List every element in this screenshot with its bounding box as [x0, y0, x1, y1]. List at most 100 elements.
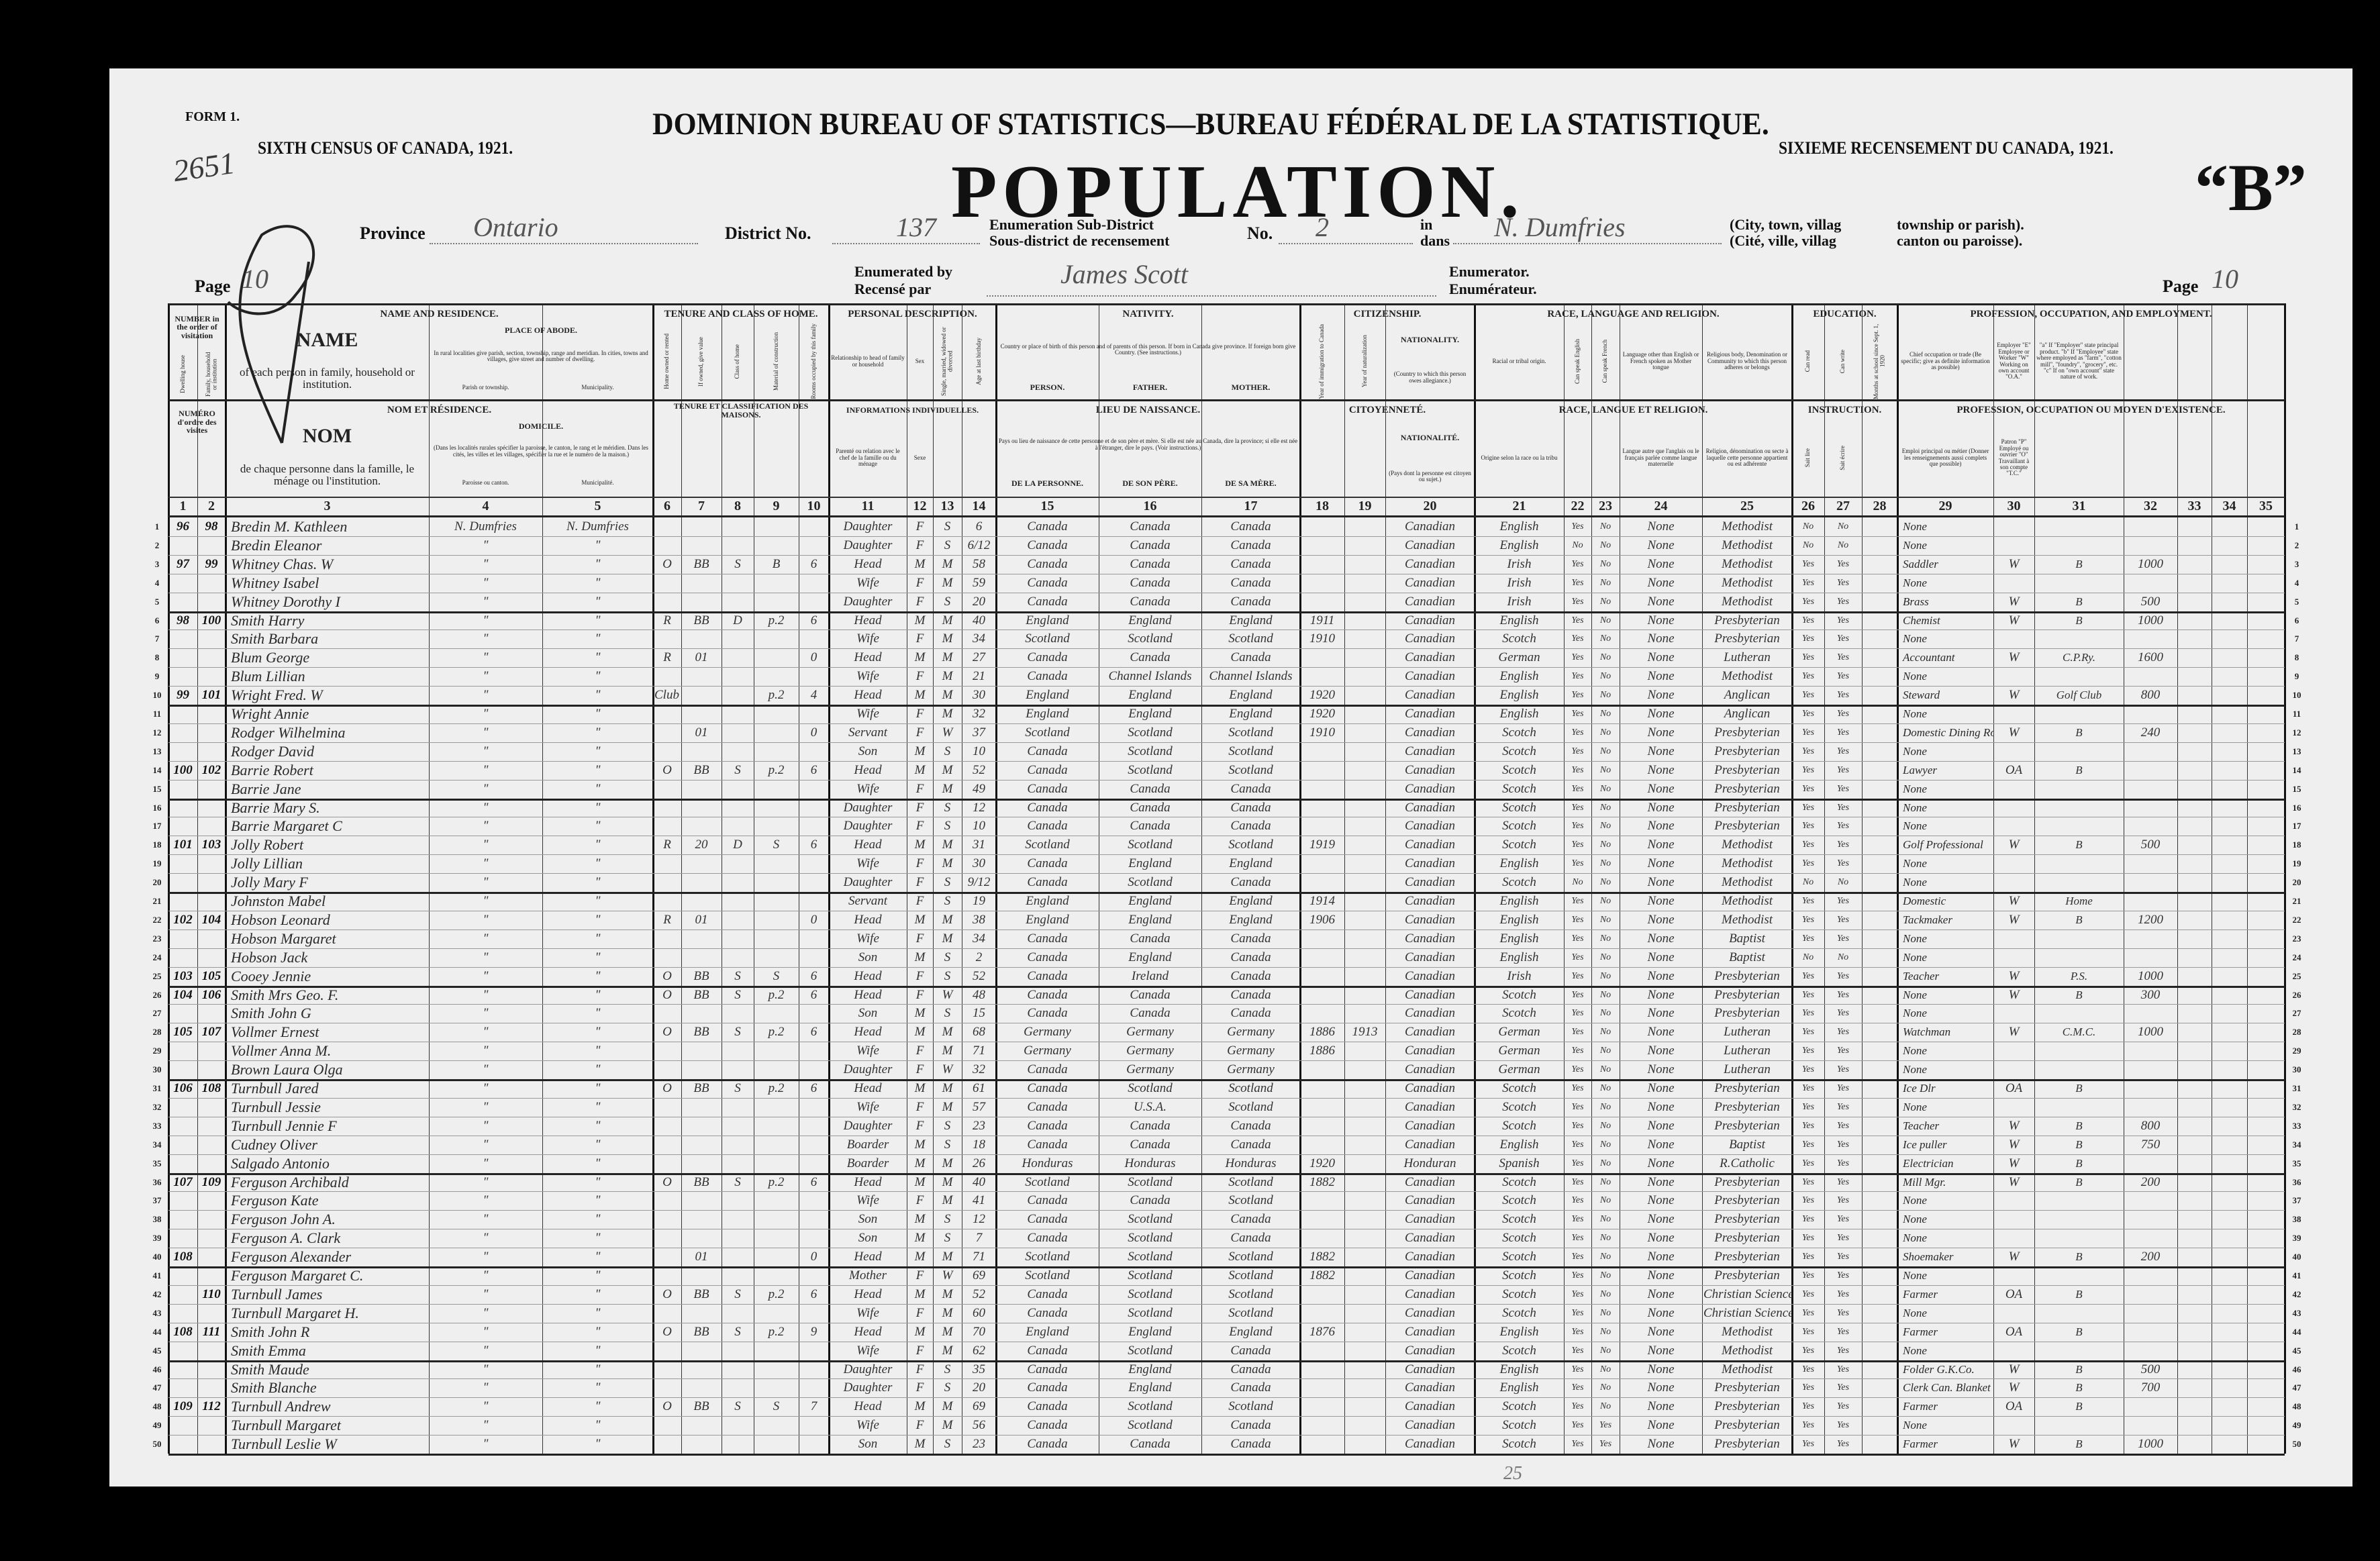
birthplace-mother[interactable]: Canada: [1230, 1362, 1271, 1376]
birthplace-person[interactable]: Canada: [1027, 1362, 1068, 1376]
parish[interactable]: ": [483, 987, 489, 1002]
racial-origin[interactable]: Scotch: [1502, 1268, 1536, 1282]
municipality[interactable]: ": [595, 538, 601, 552]
earnings[interactable]: [2124, 1285, 2177, 1304]
rooms[interactable]: 6: [810, 1174, 817, 1189]
family-number[interactable]: [197, 1154, 226, 1173]
nationality[interactable]: Canadian: [1405, 707, 1455, 721]
family-number[interactable]: [197, 536, 226, 555]
speaks-english[interactable]: Yes: [1571, 989, 1584, 1000]
municipality[interactable]: ": [595, 1231, 601, 1246]
racial-origin[interactable]: English: [1499, 707, 1539, 721]
age[interactable]: 41: [973, 1193, 985, 1208]
immigration-year[interactable]: [1300, 1304, 1344, 1323]
speaks-english[interactable]: Yes: [1571, 840, 1584, 850]
home-material[interactable]: [754, 1416, 799, 1435]
home-material[interactable]: p.2: [768, 1287, 785, 1301]
marital-status[interactable]: M: [942, 1287, 953, 1301]
can-write[interactable]: Yes: [1836, 615, 1850, 625]
employment-status[interactable]: W: [2008, 1156, 2020, 1170]
occupation[interactable]: None: [1903, 1306, 1927, 1319]
can-read[interactable]: Yes: [1801, 1101, 1815, 1112]
occupation[interactable]: Teacher: [1903, 969, 1940, 983]
home-class[interactable]: S: [734, 1287, 741, 1301]
age[interactable]: 52: [973, 968, 985, 983]
family-number[interactable]: 105: [201, 968, 221, 983]
relationship[interactable]: Head: [854, 613, 882, 627]
home-tenure[interactable]: R: [663, 912, 671, 927]
naturalization-year[interactable]: [1344, 1136, 1385, 1154]
can-read[interactable]: Yes: [1801, 1027, 1815, 1038]
sex[interactable]: F: [915, 1380, 924, 1395]
birthplace-father[interactable]: Canada: [1130, 1118, 1171, 1133]
school-months[interactable]: [1862, 1154, 1897, 1173]
birthplace-person[interactable]: Canada: [1027, 1137, 1068, 1152]
can-write[interactable]: Yes: [1836, 989, 1850, 1000]
mother-tongue[interactable]: None: [1647, 707, 1675, 721]
municipality[interactable]: ": [595, 894, 601, 908]
nationality[interactable]: Canadian: [1405, 1025, 1455, 1040]
occupation[interactable]: None: [1903, 950, 1927, 964]
family-number[interactable]: [197, 929, 226, 948]
age[interactable]: 70: [973, 1324, 985, 1339]
birthplace-mother[interactable]: Scotland: [1228, 632, 1273, 646]
naturalization-year[interactable]: [1344, 817, 1385, 836]
person-name[interactable]: Whitney Isabel: [231, 574, 319, 591]
racial-origin[interactable]: Irish: [1507, 556, 1532, 571]
family-number[interactable]: 103: [201, 838, 221, 852]
home-class[interactable]: [722, 1360, 754, 1379]
can-read[interactable]: Yes: [1801, 690, 1815, 701]
earnings[interactable]: [2124, 517, 2177, 536]
occupation[interactable]: Farmer: [1903, 1325, 1938, 1338]
home-tenure[interactable]: O: [662, 1399, 672, 1414]
home-material[interactable]: B: [772, 556, 781, 571]
can-write[interactable]: Yes: [1836, 970, 1850, 981]
employer[interactable]: [2034, 517, 2124, 536]
home-tenure[interactable]: [653, 1342, 681, 1360]
can-write[interactable]: Yes: [1836, 596, 1850, 607]
municipality[interactable]: ": [595, 1212, 601, 1227]
home-tenure[interactable]: [653, 1266, 681, 1285]
immigration-year[interactable]: [1300, 1060, 1344, 1079]
home-value[interactable]: [681, 574, 722, 593]
rooms[interactable]: 0: [810, 912, 817, 927]
marital-status[interactable]: S: [944, 1362, 951, 1376]
earnings[interactable]: [2124, 948, 2177, 967]
person-name[interactable]: Cudney Oliver: [231, 1136, 317, 1153]
rooms[interactable]: [799, 1378, 829, 1397]
immigration-year[interactable]: [1300, 1136, 1344, 1154]
home-class[interactable]: [722, 929, 754, 948]
employer[interactable]: [2034, 1004, 2124, 1023]
racial-origin[interactable]: Scotch: [1502, 987, 1536, 1002]
nationality[interactable]: Canadian: [1405, 1324, 1455, 1339]
relationship[interactable]: Wife: [856, 1044, 879, 1058]
naturalization-year[interactable]: [1344, 929, 1385, 948]
home-tenure[interactable]: [653, 1435, 681, 1454]
sex[interactable]: M: [914, 1006, 926, 1021]
mother-tongue[interactable]: None: [1647, 762, 1675, 777]
earnings[interactable]: [2124, 1229, 2177, 1248]
naturalization-year[interactable]: [1344, 630, 1385, 648]
employment-status[interactable]: W: [2008, 838, 2020, 852]
home-tenure[interactable]: O: [662, 556, 672, 571]
occupation[interactable]: Shoemaker: [1903, 1250, 1954, 1264]
mother-tongue[interactable]: None: [1647, 1437, 1675, 1452]
religion[interactable]: Methodist: [1722, 575, 1773, 590]
birthplace-person[interactable]: Canada: [1027, 987, 1068, 1002]
mother-tongue[interactable]: None: [1647, 650, 1675, 665]
employment-status[interactable]: W: [2008, 1174, 2020, 1189]
nationality[interactable]: Canadian: [1405, 1174, 1455, 1189]
family-number[interactable]: [197, 1117, 226, 1136]
dwelling-number[interactable]: [168, 1378, 197, 1397]
employment-status[interactable]: [1993, 536, 2034, 555]
marital-status[interactable]: M: [942, 856, 953, 871]
birthplace-father[interactable]: Scotland: [1128, 1305, 1173, 1320]
person-name[interactable]: Smith John R: [231, 1323, 310, 1340]
home-value[interactable]: BB: [693, 968, 709, 983]
mother-tongue[interactable]: None: [1647, 632, 1675, 646]
racial-origin[interactable]: English: [1499, 1362, 1539, 1376]
employer[interactable]: B: [2075, 1175, 2083, 1189]
home-class[interactable]: [722, 948, 754, 967]
religion[interactable]: Methodist: [1722, 856, 1773, 871]
immigration-year[interactable]: [1300, 873, 1344, 892]
